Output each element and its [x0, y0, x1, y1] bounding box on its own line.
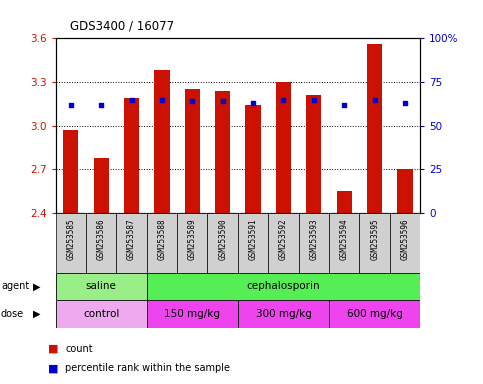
- Bar: [147, 300, 238, 328]
- Bar: [329, 300, 420, 328]
- Bar: [177, 213, 208, 273]
- Bar: [390, 213, 420, 273]
- Text: GSM253594: GSM253594: [340, 218, 349, 260]
- Text: percentile rank within the sample: percentile rank within the sample: [65, 363, 230, 373]
- Text: GSM253591: GSM253591: [249, 218, 257, 260]
- Point: [371, 96, 379, 103]
- Point: [128, 96, 135, 103]
- Text: GSM253596: GSM253596: [400, 218, 410, 260]
- Bar: [268, 213, 298, 273]
- Text: GSM253586: GSM253586: [97, 218, 106, 260]
- Point: [158, 96, 166, 103]
- Text: ▶: ▶: [33, 309, 41, 319]
- Bar: [238, 300, 329, 328]
- Text: control: control: [83, 309, 119, 319]
- Text: 300 mg/kg: 300 mg/kg: [256, 309, 312, 319]
- Text: ■: ■: [48, 344, 59, 354]
- Bar: [208, 213, 238, 273]
- Bar: [245, 105, 261, 213]
- Bar: [276, 82, 291, 213]
- Bar: [238, 213, 268, 273]
- Text: GSM253589: GSM253589: [188, 218, 197, 260]
- Bar: [147, 273, 420, 300]
- Bar: [147, 213, 177, 273]
- Point: [188, 98, 196, 104]
- Point: [341, 102, 348, 108]
- Text: cephalosporin: cephalosporin: [247, 281, 320, 291]
- Text: GSM253588: GSM253588: [157, 218, 167, 260]
- Text: ▶: ▶: [33, 281, 41, 291]
- Bar: [56, 300, 147, 328]
- Bar: [94, 158, 109, 213]
- Text: GDS3400 / 16077: GDS3400 / 16077: [70, 19, 174, 32]
- Bar: [398, 169, 412, 213]
- Point: [280, 96, 287, 103]
- Text: GSM253595: GSM253595: [370, 218, 379, 260]
- Point: [249, 100, 257, 106]
- Bar: [124, 98, 139, 213]
- Bar: [359, 213, 390, 273]
- Text: dose: dose: [1, 309, 24, 319]
- Text: GSM253592: GSM253592: [279, 218, 288, 260]
- Text: agent: agent: [1, 281, 29, 291]
- Bar: [56, 213, 86, 273]
- Bar: [298, 213, 329, 273]
- Text: GSM253590: GSM253590: [218, 218, 227, 260]
- Point: [219, 98, 227, 104]
- Bar: [306, 95, 322, 213]
- Bar: [116, 213, 147, 273]
- Text: GSM253593: GSM253593: [309, 218, 318, 260]
- Text: 600 mg/kg: 600 mg/kg: [347, 309, 402, 319]
- Text: count: count: [65, 344, 93, 354]
- Bar: [86, 213, 116, 273]
- Point: [67, 102, 74, 108]
- Bar: [56, 273, 147, 300]
- Text: GSM253585: GSM253585: [66, 218, 75, 260]
- Bar: [337, 191, 352, 213]
- Text: ■: ■: [48, 363, 59, 373]
- Point: [401, 100, 409, 106]
- Bar: [215, 91, 230, 213]
- Bar: [185, 89, 200, 213]
- Bar: [63, 130, 78, 213]
- Text: 150 mg/kg: 150 mg/kg: [164, 309, 220, 319]
- Bar: [154, 70, 170, 213]
- Bar: [329, 213, 359, 273]
- Point: [310, 96, 318, 103]
- Text: saline: saline: [85, 281, 116, 291]
- Point: [97, 102, 105, 108]
- Bar: [367, 44, 382, 213]
- Text: GSM253587: GSM253587: [127, 218, 136, 260]
